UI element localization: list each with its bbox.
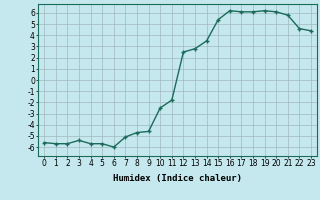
- X-axis label: Humidex (Indice chaleur): Humidex (Indice chaleur): [113, 174, 242, 183]
